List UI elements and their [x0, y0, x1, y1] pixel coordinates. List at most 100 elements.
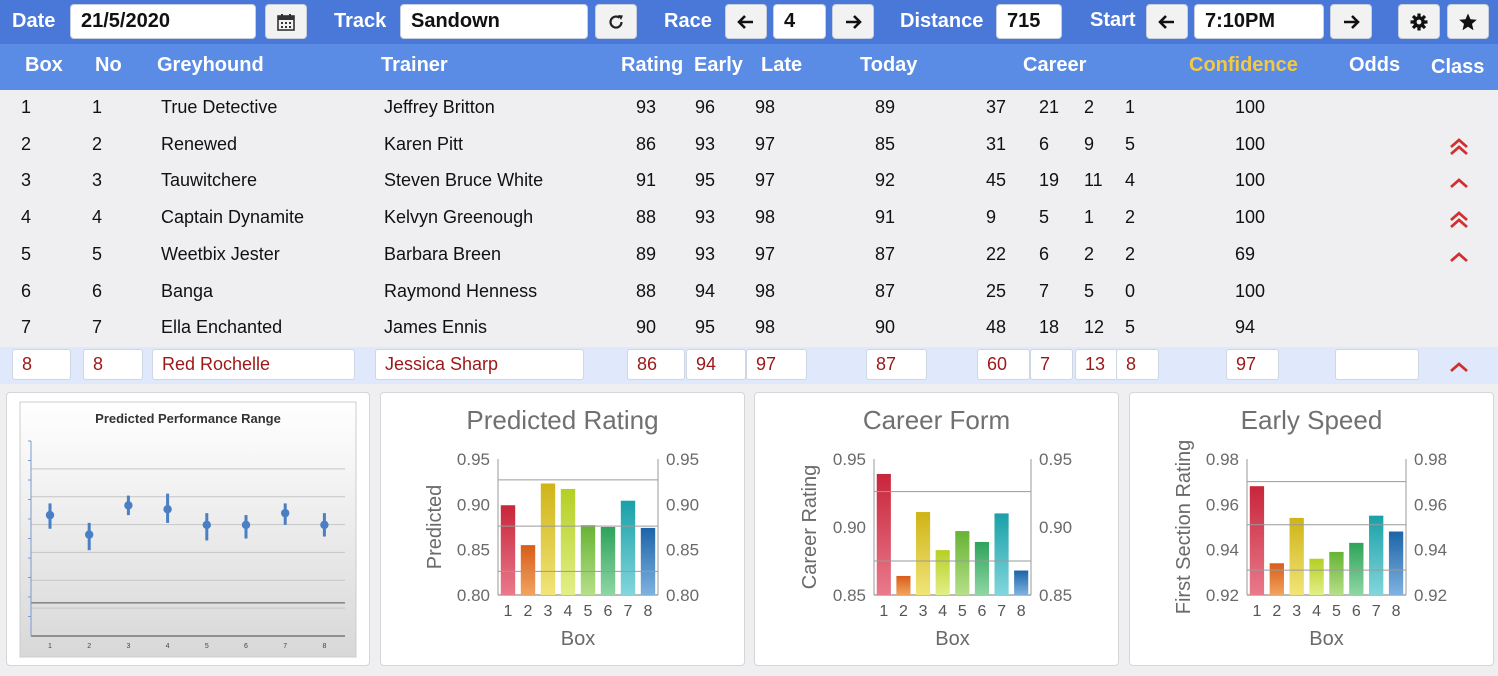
race-next-button[interactable] [832, 4, 874, 39]
bar [1309, 558, 1324, 595]
cell-trainer: Barbara Breen [384, 243, 502, 264]
cell-box: 5 [21, 243, 32, 264]
col-confidence-header[interactable]: Confidence [1189, 54, 1298, 76]
bar [620, 500, 636, 595]
cell-rating: 90 [636, 317, 657, 338]
cell-late: 97 [755, 170, 776, 191]
cell-c1: 25 [986, 280, 1007, 301]
y-tick-label: 0.90 [457, 495, 490, 514]
cell-confidence: 100 [1235, 207, 1266, 228]
table-row[interactable]: 4 4 Captain Dynamite Kelvyn Greenough 88 93 98… [0, 200, 1498, 237]
col-odds-header[interactable]: Odds [1349, 54, 1401, 76]
date-label: Date [12, 10, 56, 32]
col-today-header[interactable]: Today [860, 54, 918, 76]
cell-c4: 1 [1125, 97, 1136, 117]
early-speed-chart: 1 2 3 4 5 6 7 8 0.98 0.98 0.96 0.96 0.94 0.94 0.92 0.92… [1173, 440, 1447, 650]
cell-trainer[interactable]: Jessica Sharp [375, 348, 584, 380]
cell-c2: 19 [1039, 170, 1060, 191]
col-box-header[interactable]: Box [25, 54, 63, 76]
cell-no[interactable]: 8 [83, 348, 143, 380]
cell-late[interactable]: 97 [746, 348, 807, 380]
table-row[interactable]: 1 1 True Detective Jeffrey Britton 93 96 98 89 3… [0, 90, 1498, 127]
cell-today[interactable]: 87 [866, 348, 927, 380]
cell-trainer: Raymond Henness [384, 280, 538, 301]
cell-early[interactable]: 94 [686, 348, 746, 380]
table-row[interactable]: 8 8 Red Rochelle Jessica Sharp 86 94 97 87 60 7 13… [0, 346, 1498, 384]
cell-today: 85 [875, 133, 896, 154]
start-field[interactable]: 7:10PM [1194, 4, 1324, 39]
x-tick-label: 6 [244, 643, 248, 650]
settings-button[interactable] [1398, 4, 1440, 39]
cell-odds[interactable] [1335, 348, 1419, 380]
arrow-left-icon [737, 14, 753, 29]
cell-early: 96 [695, 97, 716, 117]
favorite-button[interactable] [1447, 4, 1489, 39]
x-axis-label: Box [1309, 628, 1343, 650]
race-prev-button[interactable] [725, 4, 767, 39]
y-tick-label-right: 0.90 [1039, 518, 1072, 537]
col-early-header[interactable]: Early [694, 54, 743, 76]
star-icon [1459, 13, 1477, 30]
col-greyhound-header[interactable]: Greyhound [157, 54, 264, 76]
cell-c2: 5 [1039, 207, 1050, 228]
col-rating-header[interactable]: Rating [621, 54, 684, 76]
start-next-button[interactable] [1330, 4, 1372, 39]
cell-today: 92 [875, 170, 896, 191]
start-prev-button[interactable] [1146, 4, 1188, 39]
arrow-left-icon [1158, 14, 1174, 29]
chevron-up-icon [1450, 251, 1468, 262]
cell-c1: 48 [986, 317, 1007, 338]
col-no-header[interactable]: No [95, 54, 122, 76]
table-row[interactable]: 2 2 Renewed Karen Pitt 86 93 97 85 31 6 9 5 100 [0, 127, 1498, 164]
race-field[interactable]: 4 [773, 4, 826, 39]
career-form-chart: 1 2 3 4 5 6 7 8 0.95 0.95 0.90 0.90 0.85 0.85 Box Caree… [799, 450, 1072, 650]
bar [974, 541, 990, 595]
cell-c3[interactable]: 13 [1075, 348, 1118, 380]
cell-greyhound: Captain Dynamite [161, 207, 305, 228]
date-field[interactable]: 21/5/2020 [70, 4, 256, 39]
refresh-button[interactable] [595, 4, 637, 39]
table-row[interactable]: 3 3 Tauwitchere Steven Bruce White 91 95 97 92 4… [0, 163, 1498, 200]
chart-title: Predicted Performance Range [95, 411, 281, 426]
cell-today: 90 [875, 317, 896, 338]
cell-c2: 6 [1039, 133, 1050, 154]
cell-c1: 31 [986, 133, 1007, 154]
y-tick-label: 0.95 [833, 450, 866, 469]
cell-box: 7 [21, 317, 32, 338]
career-form-panel: Career Form 1 2 3 4 5 6 7 8 0.95 0.95 0.90 0.90 0.85… [754, 392, 1119, 666]
cell-c2: 21 [1039, 97, 1060, 117]
track-field[interactable]: Sandown [400, 4, 588, 39]
col-late-header[interactable]: Late [761, 54, 803, 76]
table-row[interactable]: 6 6 Banga Raymond Henness 88 94 98 87 25 7 5 0 100 [0, 274, 1498, 311]
x-tick-label: 8 [1392, 603, 1401, 620]
cell-c2[interactable]: 7 [1030, 348, 1073, 380]
y-tick-label: 0.90 [833, 518, 866, 537]
cell-c4[interactable]: 8 [1116, 348, 1159, 380]
cell-confidence[interactable]: 97 [1226, 348, 1279, 380]
cell-today: 91 [875, 207, 896, 228]
cell-late: 97 [755, 133, 776, 154]
table-row[interactable]: 7 7 Ella Enchanted James Ennis 90 95 98 90 48 18 1… [0, 310, 1498, 347]
table-row[interactable]: 5 5 Weetbix Jester Barbara Breen 89 93 97 87 22 6… [0, 237, 1498, 274]
cell-box: 3 [21, 170, 32, 191]
cell-box[interactable]: 8 [12, 348, 71, 380]
predicted-rating-panel: Predicted Rating 1 2 3 4 5 6 7 8 0.95 0.95 0.90 0.9… [380, 392, 745, 666]
col-class-header[interactable]: Class [1431, 56, 1485, 78]
cell-no: 7 [92, 317, 103, 338]
x-tick-label: 3 [126, 643, 130, 650]
cell-c3: 2 [1084, 243, 1095, 264]
data-point [124, 501, 133, 510]
col-career-header[interactable]: Career [1023, 54, 1087, 76]
chevron-up-icon [1450, 178, 1468, 189]
distance-field[interactable]: 715 [996, 4, 1062, 39]
bar [500, 505, 516, 595]
cell-box: 6 [21, 280, 32, 301]
cell-c1[interactable]: 60 [977, 348, 1030, 380]
col-trainer-header[interactable]: Trainer [381, 54, 448, 76]
cell-greyhound: Weetbix Jester [161, 243, 280, 264]
cell-rating[interactable]: 86 [627, 348, 685, 380]
calendar-button[interactable] [265, 4, 307, 39]
chart-title: Career Form [862, 405, 1011, 435]
cell-box: 4 [21, 207, 32, 228]
cell-greyhound[interactable]: Red Rochelle [152, 348, 355, 380]
